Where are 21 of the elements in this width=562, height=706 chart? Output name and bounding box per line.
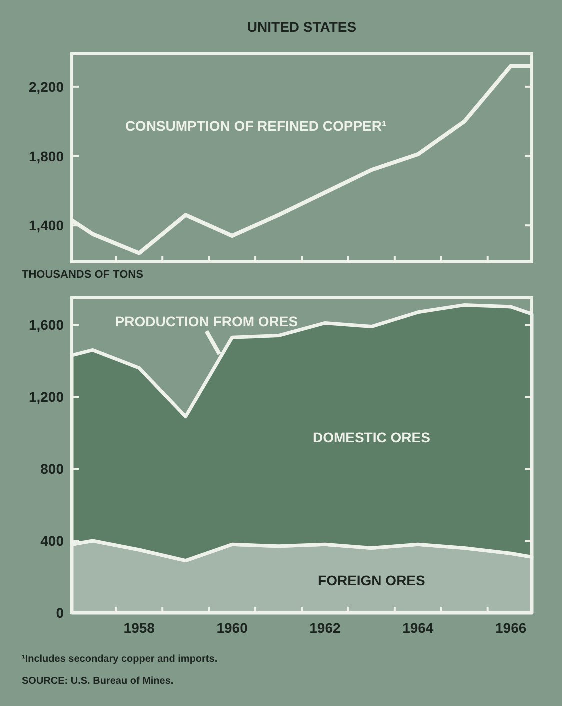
chart-title: UNITED STATES: [247, 19, 357, 35]
y-tick-label: 1,400: [28, 218, 64, 234]
x-tick-label: 1960: [216, 620, 248, 636]
y-tick-label: 1,200: [28, 389, 64, 405]
y-tick-label: 1,600: [28, 317, 64, 333]
text: ¹Includes secondary copper and imports.: [22, 654, 218, 665]
x-tick-label: 1962: [310, 620, 342, 636]
x-tick-label: 1966: [496, 620, 527, 636]
y-tick-label: 2,200: [28, 78, 64, 95]
y-tick-label: 800: [40, 461, 64, 477]
source-note: SOURCE: U.S. Bureau of Mines.: [22, 676, 174, 687]
y-tick-label: 400: [40, 533, 64, 549]
x-tick-label: 1958: [124, 620, 156, 636]
text: CONSUMPTION OF REFINED COPPER¹: [125, 118, 388, 134]
x-tick-label: 1964: [402, 620, 434, 636]
annotation: PRODUCTION FROM ORES: [115, 313, 298, 330]
y-tick-label: 0: [56, 605, 64, 621]
series-label: FOREIGN ORES: [318, 572, 426, 589]
y-axis-title: THOUSANDS OF TONS: [22, 269, 144, 281]
y-tick-label: 1,800: [28, 148, 64, 164]
series-label: DOMESTIC ORES: [312, 430, 430, 446]
